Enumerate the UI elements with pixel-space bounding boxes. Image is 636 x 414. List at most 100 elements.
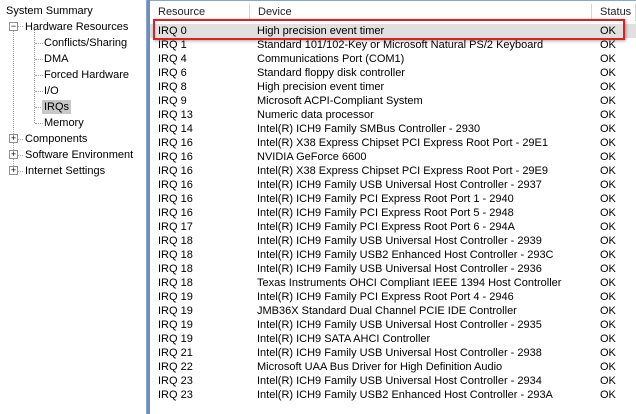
table-row[interactable]: IRQ 8 High precision event timer OK: [150, 80, 636, 94]
expand-icon[interactable]: +: [9, 149, 18, 159]
table-row[interactable]: IRQ 9 Microsoft ACPI-Compliant System OK: [150, 94, 636, 108]
tree-item-system-summary[interactable]: System Summary: [6, 5, 93, 17]
table-row[interactable]: IRQ 18 Intel(R) ICH9 Family USB Universal…: [150, 262, 636, 276]
resource-cell: IRQ 16: [158, 151, 193, 163]
tree-line: [18, 26, 23, 27]
tree-item-components[interactable]: Components: [25, 133, 88, 145]
table-row[interactable]: IRQ 19 Intel(R) ICH9 Family USB Universal…: [150, 318, 636, 332]
table-row[interactable]: IRQ 16 Intel(R) X38 Express Chipset PCI E…: [150, 164, 636, 178]
device-cell: High precision event timer: [257, 25, 385, 37]
status-cell: OK: [600, 151, 616, 163]
table-row[interactable]: IRQ 4 Communications Port (COM1) OK: [150, 52, 636, 66]
tree-line: [35, 43, 43, 44]
table-row[interactable]: IRQ 19 JMB36X Standard Dual Channel PCIE …: [150, 304, 636, 318]
collapse-icon[interactable]: −: [9, 21, 18, 31]
table-row[interactable]: IRQ 19 Intel(R) ICH9 SATA AHCI Controller…: [150, 332, 636, 346]
tree-item-dma[interactable]: DMA: [44, 53, 69, 65]
resource-cell: IRQ 18: [158, 263, 193, 275]
status-cell: OK: [600, 81, 616, 93]
table-row[interactable]: IRQ 6 Standard floppy disk controller OK: [150, 66, 636, 80]
table-row[interactable]: IRQ 0 High precision event timer OK: [150, 24, 636, 38]
status-cell: OK: [600, 319, 616, 331]
device-cell: High precision event timer: [257, 81, 385, 93]
device-cell: Intel(R) ICH9 Family PCI Express Root Po…: [257, 221, 515, 233]
table-row[interactable]: IRQ 18 Intel(R) ICH9 Family USB Universal…: [150, 234, 636, 248]
table-row[interactable]: IRQ 14 Intel(R) ICH9 Family SMBus Control…: [150, 122, 636, 136]
status-cell: OK: [600, 193, 616, 205]
category-tree[interactable]: System Summary − Hardware Resources Conf…: [0, 0, 147, 414]
column-header-status[interactable]: Status: [592, 4, 636, 21]
resource-cell: IRQ 14: [158, 123, 193, 135]
column-header-resource[interactable]: Resource: [150, 4, 250, 21]
status-cell: OK: [600, 361, 616, 373]
table-row[interactable]: IRQ 13 Numeric data processor OK: [150, 108, 636, 122]
tree-item-memory[interactable]: Memory: [44, 117, 84, 129]
table-row[interactable]: IRQ 23 Intel(R) ICH9 Family USB Universal…: [150, 374, 636, 388]
device-cell: Intel(R) ICH9 Family PCI Express Root Po…: [257, 291, 514, 303]
resource-cell: IRQ 23: [158, 389, 193, 401]
tree-item-software-environment[interactable]: Software Environment: [25, 149, 134, 161]
table-row[interactable]: IRQ 19 Intel(R) ICH9 Family PCI Express R…: [150, 290, 636, 304]
resource-cell: IRQ 19: [158, 291, 193, 303]
tree-item-conflicts-sharing[interactable]: Conflicts/Sharing: [44, 37, 128, 49]
status-cell: OK: [600, 347, 616, 359]
table-row[interactable]: IRQ 1 Standard 101/102-Key or Microsoft N…: [150, 38, 636, 52]
device-cell: Intel(R) ICH9 Family USB Universal Host …: [257, 319, 542, 331]
status-cell: OK: [600, 109, 616, 121]
resource-cell: IRQ 1: [158, 39, 187, 51]
status-cell: OK: [600, 67, 616, 79]
tree-item-irqs[interactable]: IRQs: [42, 100, 72, 114]
table-row[interactable]: IRQ 16 Intel(R) ICH9 Family USB Universal…: [150, 178, 636, 192]
column-header-device[interactable]: Device: [250, 4, 592, 21]
status-cell: OK: [600, 333, 616, 345]
resource-cell: IRQ 0: [158, 25, 187, 37]
resource-cell: IRQ 19: [158, 305, 193, 317]
table-row[interactable]: IRQ 16 Intel(R) ICH9 Family PCI Express R…: [150, 206, 636, 220]
status-cell: OK: [600, 235, 616, 247]
status-cell: OK: [600, 179, 616, 191]
table-row[interactable]: IRQ 18 Texas Instruments OHCI Compliant I…: [150, 276, 636, 290]
tree-line: [13, 25, 14, 170]
status-cell: OK: [600, 291, 616, 303]
table-row[interactable]: IRQ 21 Intel(R) ICH9 Family USB Universal…: [150, 346, 636, 360]
resource-cell: IRQ 16: [158, 137, 193, 149]
expand-icon[interactable]: +: [9, 165, 18, 175]
table-row[interactable]: IRQ 16 Intel(R) X38 Express Chipset PCI E…: [150, 136, 636, 150]
table-row[interactable]: IRQ 18 Intel(R) ICH9 Family USB2 Enhanced…: [150, 248, 636, 262]
resource-cell: IRQ 13: [158, 109, 193, 121]
table-row[interactable]: IRQ 23 Intel(R) ICH9 Family USB2 Enhanced…: [150, 388, 636, 402]
device-cell: Intel(R) ICH9 Family PCI Express Root Po…: [257, 193, 514, 205]
device-cell: NVIDIA GeForce 6600: [257, 151, 367, 163]
resource-cell: IRQ 19: [158, 319, 193, 331]
device-cell: Intel(R) X38 Express Chipset PCI Express…: [257, 137, 549, 149]
tree-item-internet-settings[interactable]: Internet Settings: [25, 165, 106, 177]
status-cell: OK: [600, 277, 616, 289]
status-cell: OK: [600, 25, 616, 37]
status-cell: OK: [600, 305, 616, 317]
pane-splitter[interactable]: [147, 0, 150, 414]
status-cell: OK: [600, 263, 616, 275]
device-cell: Intel(R) ICH9 SATA AHCI Controller: [257, 333, 431, 345]
resource-cell: IRQ 16: [158, 179, 193, 191]
tree-line: [35, 123, 43, 124]
resource-cell: IRQ 6: [158, 67, 187, 79]
device-cell: Communications Port (COM1): [257, 53, 405, 65]
tree-item-forced-hardware[interactable]: Forced Hardware: [44, 69, 129, 81]
resource-cell: IRQ 23: [158, 375, 193, 387]
resource-cell: IRQ 9: [158, 95, 187, 107]
status-cell: OK: [600, 207, 616, 219]
device-cell: JMB36X Standard Dual Channel PCIE IDE Co…: [257, 305, 517, 317]
tree-item-i-o[interactable]: I/O: [44, 85, 59, 97]
expand-icon[interactable]: +: [9, 133, 18, 143]
table-row[interactable]: IRQ 22 Microsoft UAA Bus Driver for High …: [150, 360, 636, 374]
status-cell: OK: [600, 39, 616, 51]
device-cell: Intel(R) X38 Express Chipset PCI Express…: [257, 165, 549, 177]
device-cell: Intel(R) ICH9 Family USB Universal Host …: [257, 375, 542, 387]
tree-item-hardware-resources[interactable]: Hardware Resources: [25, 21, 129, 33]
status-cell: OK: [600, 53, 616, 65]
device-cell: Microsoft UAA Bus Driver for High Defini…: [257, 361, 503, 373]
table-row[interactable]: IRQ 16 Intel(R) ICH9 Family PCI Express R…: [150, 192, 636, 206]
table-row[interactable]: IRQ 17 Intel(R) ICH9 Family PCI Express R…: [150, 220, 636, 234]
table-row[interactable]: IRQ 16 NVIDIA GeForce 6600 OK: [150, 150, 636, 164]
resource-cell: IRQ 16: [158, 207, 193, 219]
